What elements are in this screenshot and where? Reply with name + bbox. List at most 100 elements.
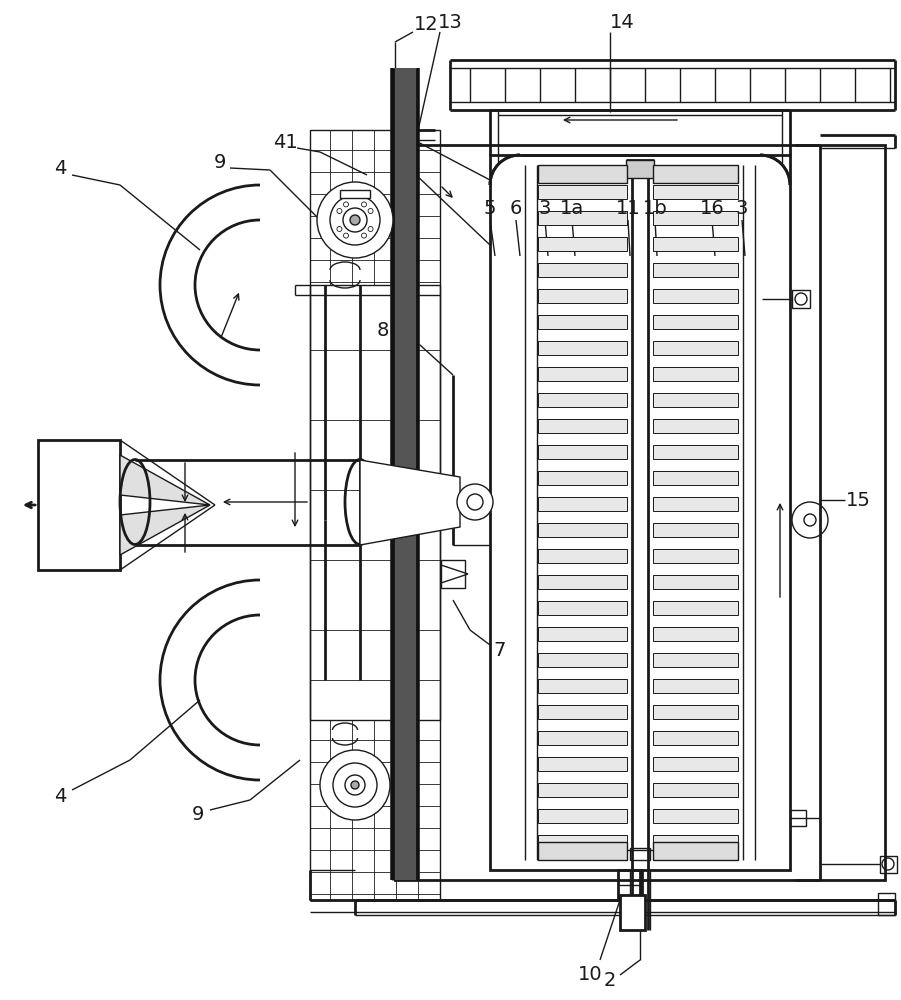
Bar: [538, 653, 627, 667]
Circle shape: [351, 781, 359, 789]
Bar: [538, 341, 627, 355]
Text: 12: 12: [414, 15, 439, 34]
Text: 14: 14: [610, 12, 634, 31]
Bar: [653, 185, 738, 199]
Bar: [653, 809, 738, 823]
Text: 9: 9: [192, 804, 205, 824]
Bar: [653, 757, 738, 771]
Text: 13: 13: [438, 12, 462, 31]
Circle shape: [317, 182, 393, 258]
Bar: [538, 289, 627, 303]
Bar: [538, 783, 627, 797]
Bar: [538, 497, 627, 511]
Bar: [653, 575, 738, 589]
Bar: [538, 471, 627, 485]
Text: 5: 5: [484, 198, 496, 218]
Bar: [538, 809, 627, 823]
Bar: [653, 523, 738, 537]
Bar: [653, 211, 738, 225]
Bar: [653, 471, 738, 485]
Bar: [538, 393, 627, 407]
Circle shape: [350, 215, 360, 225]
Bar: [653, 367, 738, 381]
Bar: [618, 870, 642, 900]
Bar: [538, 575, 627, 589]
Bar: [653, 497, 738, 511]
Bar: [653, 315, 738, 329]
Bar: [538, 679, 627, 693]
Bar: [653, 842, 738, 860]
Bar: [538, 731, 627, 745]
Text: 9: 9: [214, 152, 226, 172]
Bar: [630, 848, 650, 860]
Bar: [538, 757, 627, 771]
Bar: [653, 393, 738, 407]
Bar: [653, 289, 738, 303]
Bar: [653, 783, 738, 797]
Text: 11: 11: [615, 198, 641, 218]
Bar: [538, 165, 627, 183]
Bar: [310, 720, 440, 900]
Bar: [310, 130, 440, 285]
Polygon shape: [360, 460, 460, 545]
Bar: [878, 893, 895, 915]
Text: 7: 7: [494, 641, 506, 660]
Bar: [538, 211, 627, 225]
Bar: [538, 842, 627, 860]
Bar: [38, 440, 120, 570]
Bar: [653, 705, 738, 719]
Circle shape: [804, 514, 816, 526]
Bar: [626, 160, 654, 178]
Bar: [653, 419, 738, 433]
Bar: [620, 895, 645, 930]
Text: 1a: 1a: [560, 198, 584, 218]
Bar: [441, 560, 465, 588]
Bar: [538, 263, 627, 277]
Bar: [653, 445, 738, 459]
Bar: [538, 185, 627, 199]
Bar: [653, 237, 738, 251]
Text: 4: 4: [54, 158, 66, 178]
Bar: [538, 523, 627, 537]
Bar: [790, 810, 806, 826]
Bar: [653, 835, 738, 849]
Bar: [395, 145, 885, 880]
Bar: [393, 68, 417, 880]
Text: 6: 6: [510, 198, 523, 218]
Bar: [340, 190, 370, 198]
Circle shape: [320, 750, 390, 820]
Text: 1b: 1b: [642, 198, 668, 218]
Bar: [792, 290, 810, 308]
Text: 3: 3: [736, 198, 748, 218]
Bar: [653, 601, 738, 615]
Bar: [538, 419, 627, 433]
Text: 2: 2: [604, 970, 616, 990]
Text: 8: 8: [377, 320, 389, 340]
Bar: [538, 315, 627, 329]
Bar: [538, 627, 627, 641]
Bar: [653, 627, 738, 641]
Text: 41: 41: [273, 133, 297, 152]
Bar: [538, 601, 627, 615]
Bar: [653, 731, 738, 745]
Text: 16: 16: [699, 198, 724, 218]
Circle shape: [457, 484, 493, 520]
Bar: [653, 341, 738, 355]
Polygon shape: [120, 505, 210, 555]
Bar: [490, 155, 790, 870]
Text: 3: 3: [539, 198, 551, 218]
Text: 15: 15: [845, 490, 870, 510]
Bar: [880, 856, 897, 873]
Bar: [538, 705, 627, 719]
Text: 10: 10: [578, 966, 602, 984]
Bar: [653, 679, 738, 693]
Bar: [538, 237, 627, 251]
Text: 4: 4: [54, 786, 66, 806]
Bar: [653, 653, 738, 667]
Bar: [538, 549, 627, 563]
Bar: [653, 263, 738, 277]
Bar: [653, 549, 738, 563]
Bar: [538, 367, 627, 381]
Bar: [653, 165, 738, 183]
Bar: [538, 835, 627, 849]
